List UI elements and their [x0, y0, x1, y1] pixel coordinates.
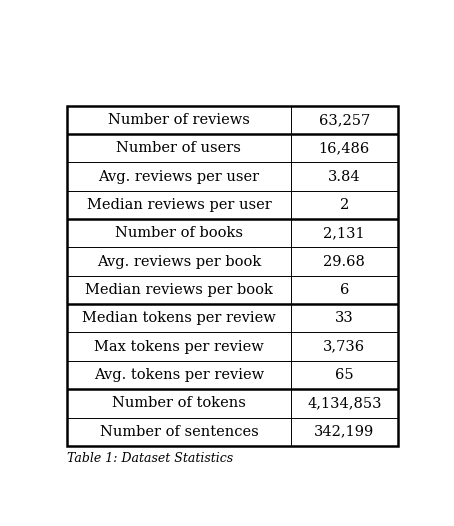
- Text: 4,134,853: 4,134,853: [307, 396, 381, 410]
- Text: 16,486: 16,486: [319, 141, 370, 155]
- Text: 2,131: 2,131: [324, 226, 365, 240]
- Text: Avg. tokens per review: Avg. tokens per review: [94, 368, 264, 382]
- Text: 33: 33: [335, 311, 354, 325]
- Text: Avg. reviews per book: Avg. reviews per book: [97, 255, 261, 269]
- Text: 3.84: 3.84: [328, 169, 360, 184]
- Text: 2: 2: [340, 198, 349, 212]
- Text: Number of books: Number of books: [115, 226, 243, 240]
- Text: Max tokens per review: Max tokens per review: [94, 340, 264, 353]
- Text: 63,257: 63,257: [319, 113, 370, 127]
- Text: Avg. reviews per user: Avg. reviews per user: [99, 169, 260, 184]
- Text: Number of tokens: Number of tokens: [112, 396, 246, 410]
- Text: Number of reviews: Number of reviews: [108, 113, 250, 127]
- Text: Median reviews per user: Median reviews per user: [87, 198, 271, 212]
- Text: Median reviews per book: Median reviews per book: [85, 283, 273, 297]
- Text: 29.68: 29.68: [323, 255, 365, 269]
- Bar: [67, 106, 398, 446]
- Text: 3,736: 3,736: [323, 340, 365, 353]
- Text: Number of users: Number of users: [117, 141, 242, 155]
- Text: 342,199: 342,199: [314, 424, 375, 439]
- Text: Table 1: Dataset Statistics: Table 1: Dataset Statistics: [67, 451, 233, 464]
- Text: Median tokens per review: Median tokens per review: [82, 311, 276, 325]
- Text: Number of sentences: Number of sentences: [99, 424, 258, 439]
- Text: 6: 6: [340, 283, 349, 297]
- Text: 65: 65: [335, 368, 354, 382]
